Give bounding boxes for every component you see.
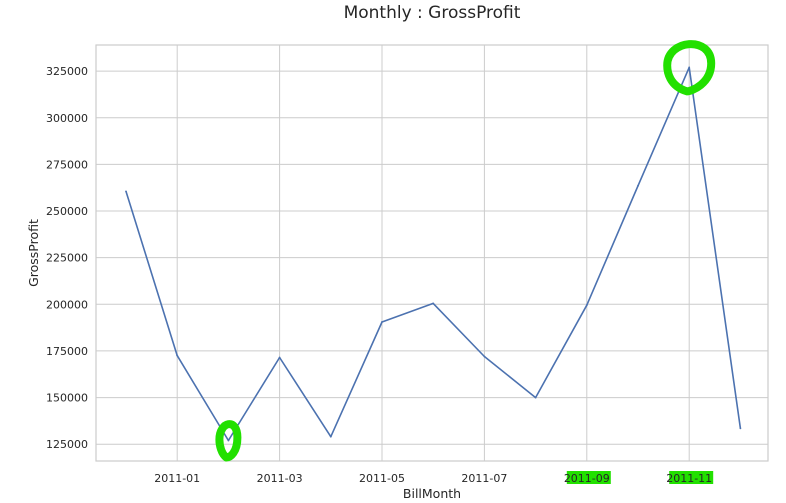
grid-layer [96,45,768,461]
data-point [483,355,486,358]
x-tick-label: 2011-01 [154,472,200,485]
y-tick-label: 325000 [46,65,88,78]
y-axis-label: GrossProfit [26,219,41,287]
highlight-box-layer [566,471,714,484]
data-point [688,66,691,69]
data-point [739,427,742,430]
data-point [585,304,588,307]
chart-title: Monthly : GrossProfit [344,3,521,23]
tick-highlight-box [669,471,714,484]
point-highlight-circle [663,40,716,96]
tick-highlight-box [566,471,611,484]
data-point [432,302,435,305]
point-highlight-circle [215,420,242,462]
y-tick-label: 225000 [46,252,88,265]
y-tick-label: 200000 [46,298,88,311]
data-point [227,439,230,442]
y-tick-label: 150000 [46,392,88,405]
data-point [125,190,127,193]
highlight-circle-layer [215,40,716,462]
x-tick-label: 2011-09 [564,472,610,485]
data-point [329,435,332,438]
y-tick-label: 175000 [46,345,88,358]
series-line [125,66,742,442]
y-tick-label: 275000 [46,158,88,171]
data-point [534,396,537,399]
y-tick-label: 250000 [46,205,88,218]
x-tick-label: 2011-07 [461,472,507,485]
data-point [278,356,281,359]
y-tick-label: 125000 [46,438,88,451]
data-point [637,184,639,187]
y-tick-label: 300000 [46,112,88,125]
x-tick-label: 2011-03 [257,472,303,485]
data-point [381,321,383,323]
data-point [176,354,179,357]
series-layer [125,66,742,442]
plot-frame [95,44,769,462]
x-tick-label: 2011-05 [359,472,405,485]
tick-layer: 125000 150000 175000 200000 225000 250000 2750… [46,65,712,485]
x-tick-label: 2011-11 [666,472,712,485]
x-axis-label: BillMonth [403,486,461,501]
